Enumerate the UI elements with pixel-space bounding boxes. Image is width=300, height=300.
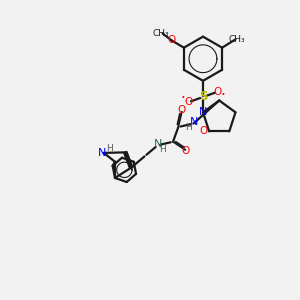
Text: O: O <box>167 35 175 45</box>
Text: O: O <box>184 97 192 107</box>
Text: H: H <box>185 123 192 132</box>
Text: O: O <box>182 146 190 156</box>
Text: N: N <box>98 148 106 158</box>
Text: N: N <box>154 139 162 149</box>
Text: CH₃: CH₃ <box>229 35 245 44</box>
Text: H: H <box>159 145 166 154</box>
Text: N: N <box>199 107 207 117</box>
Text: O: O <box>178 105 186 115</box>
Text: O: O <box>214 87 222 97</box>
Text: N: N <box>189 117 198 127</box>
Text: O: O <box>200 126 208 136</box>
Text: H: H <box>106 144 112 153</box>
Text: CH₃: CH₃ <box>153 29 169 38</box>
Text: ·: · <box>181 91 185 106</box>
Text: ·: · <box>220 88 226 103</box>
Text: S: S <box>199 91 207 103</box>
